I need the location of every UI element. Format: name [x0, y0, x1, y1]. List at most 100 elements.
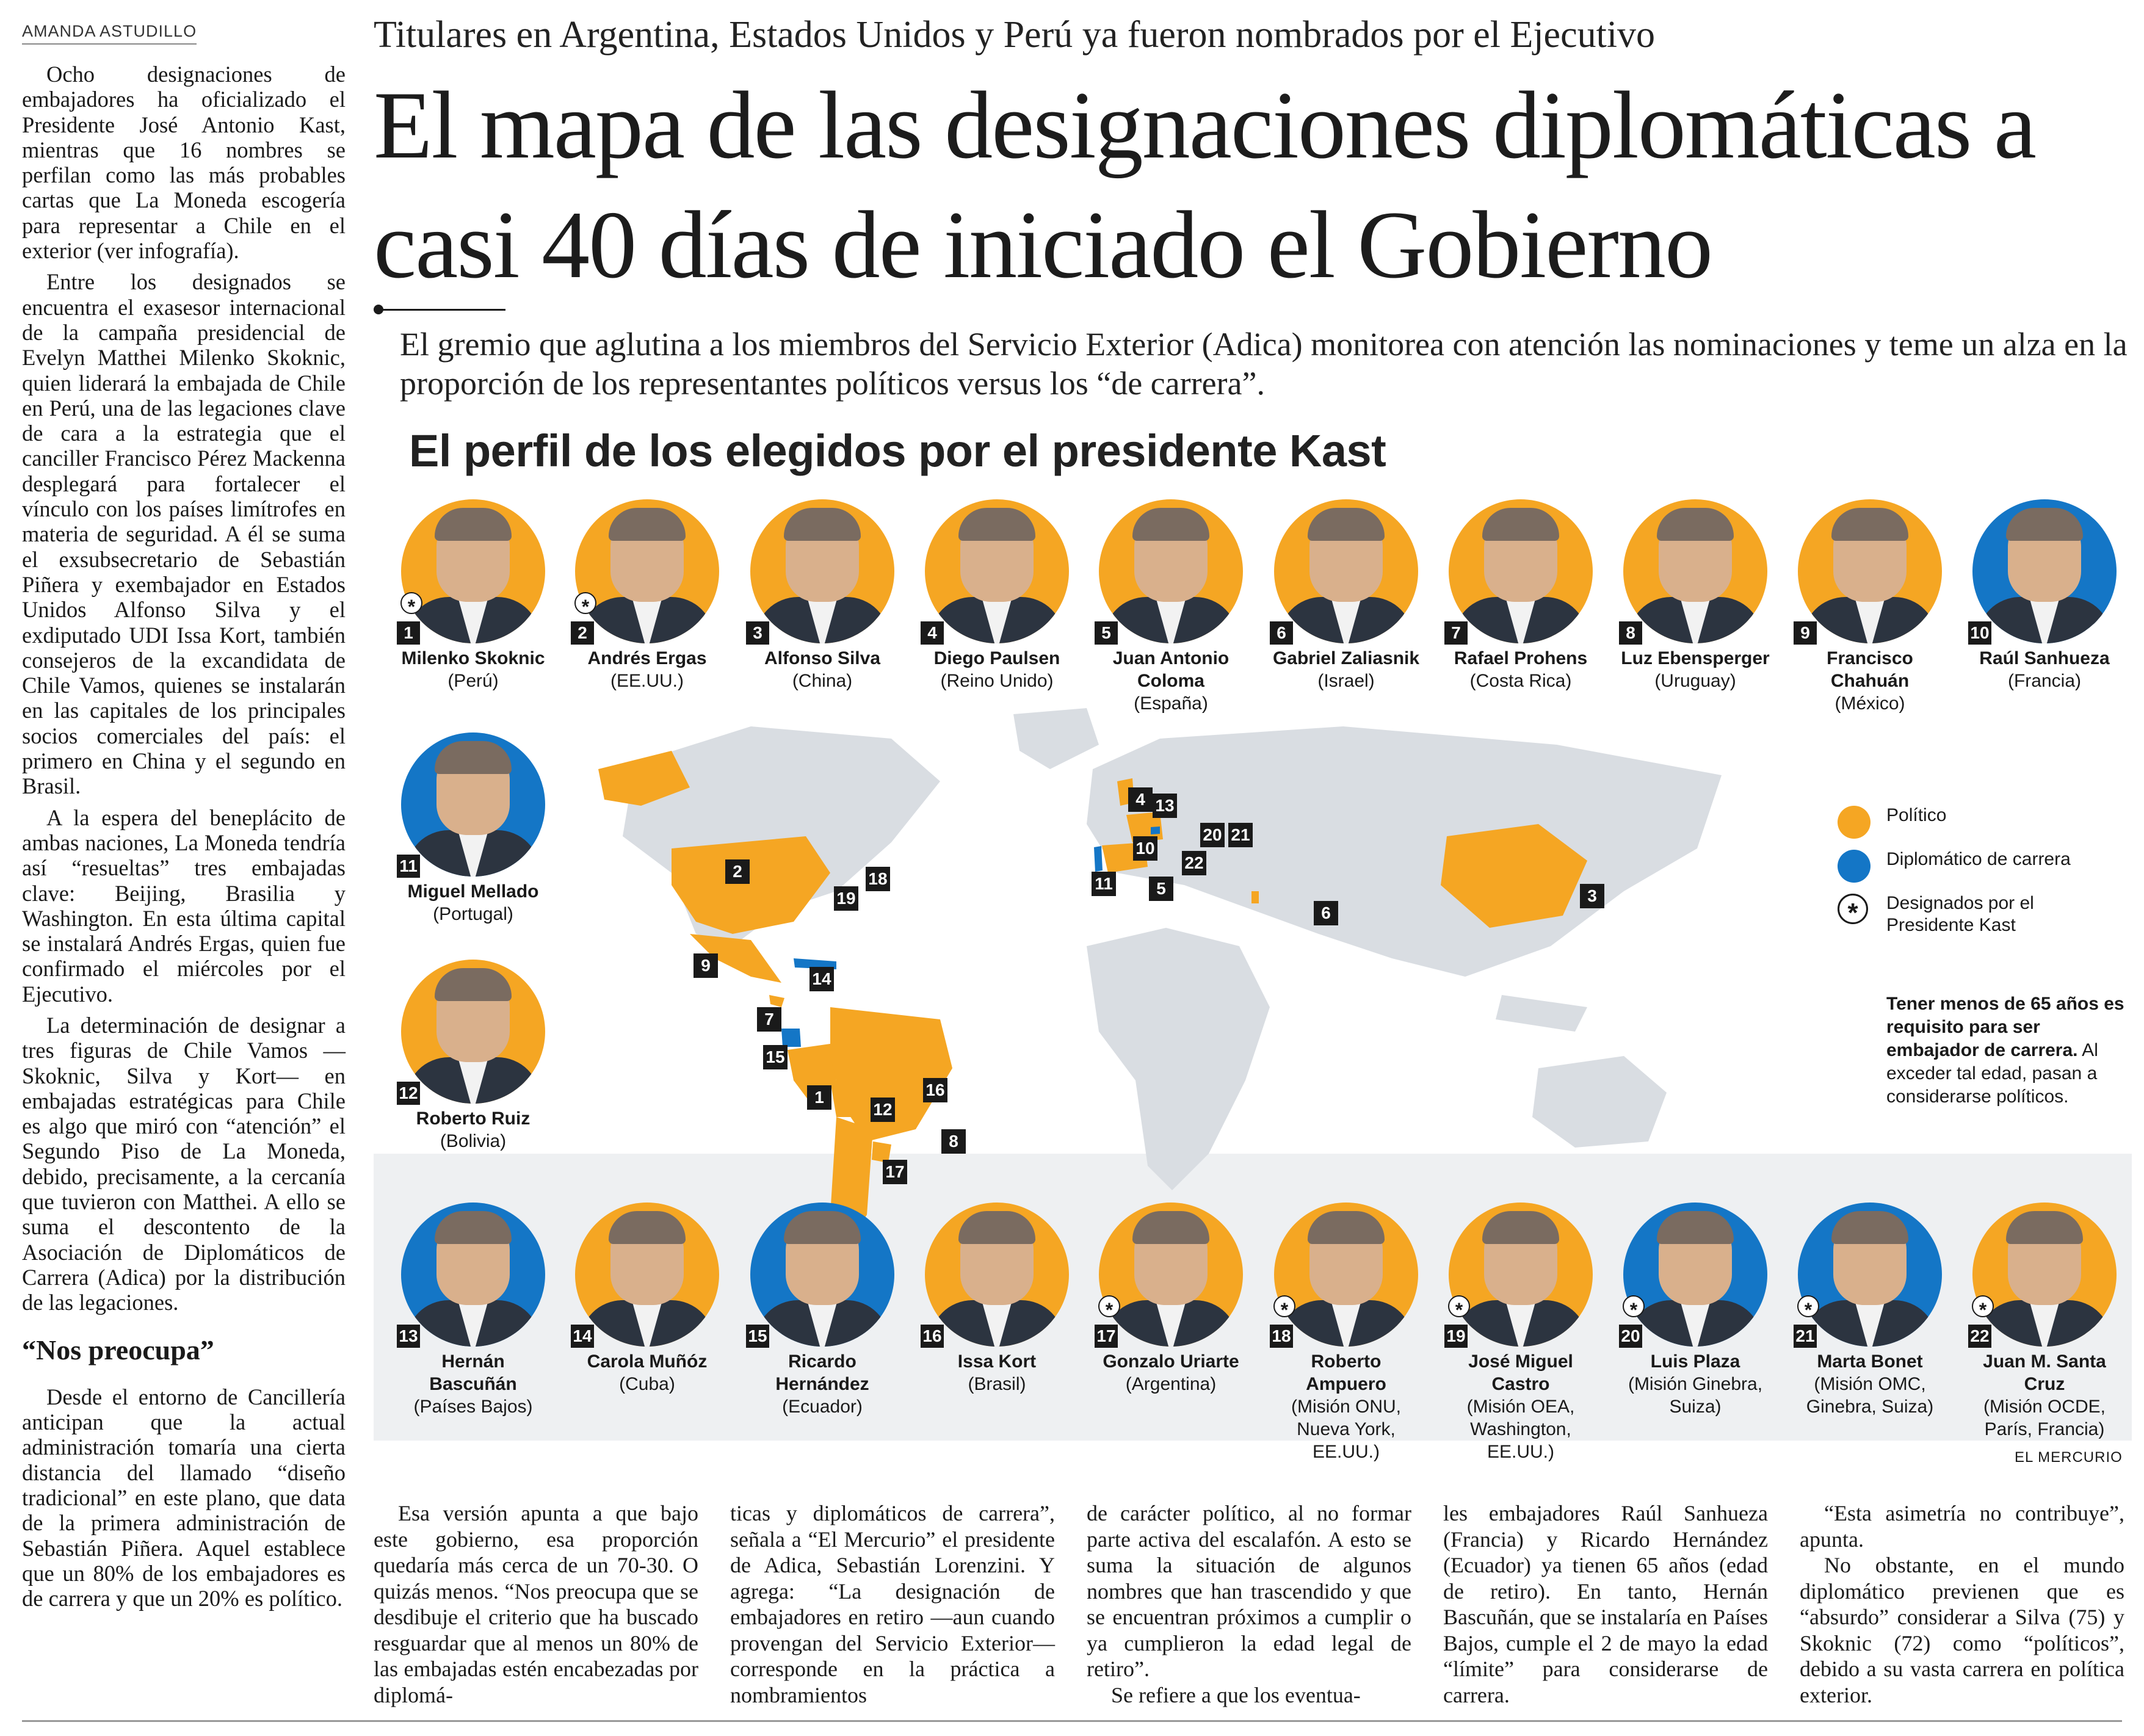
asterisk-icon: *: [1838, 894, 1868, 928]
map-marker-17: 17: [883, 1160, 907, 1184]
person-number: 9: [1794, 621, 1817, 645]
person-number: 14: [571, 1325, 594, 1348]
portrait: [1099, 499, 1243, 643]
asterisk-icon: *: [1098, 1295, 1120, 1321]
person-name: Ricardo Hernández: [775, 1351, 869, 1394]
legend-designado: * Designados por el Presidente Kast: [1838, 892, 2118, 947]
article-column-5: “Esta asimetría no contribuye”, apunta. …: [1800, 1500, 2124, 1708]
person-number: 11: [397, 855, 420, 878]
person-number: 16: [921, 1325, 944, 1348]
asterisk-icon: *: [1273, 1295, 1295, 1321]
map-marker-12: 12: [871, 1098, 895, 1122]
map-marker-9: 9: [694, 953, 718, 978]
map-marker-22: 22: [1182, 851, 1206, 875]
portrait: [1798, 1203, 1942, 1347]
article-column-4: les embajadores Raúl Sanhueza (Francia) …: [1443, 1500, 1768, 1708]
age-note: Tener menos de 65 años es requisito para…: [1886, 993, 2131, 1109]
article-column-3: de carácter político, al no formar parte…: [1087, 1500, 1411, 1708]
person-name: Milenko Skoknic: [401, 648, 545, 668]
map-marker-16: 16: [923, 1078, 947, 1102]
portrait: [1972, 499, 2117, 643]
portrait-hair: [1308, 508, 1385, 541]
person-name: Roberto Ruiz: [416, 1109, 531, 1129]
person-card: 1 * Milenko Skoknic (Perú): [397, 499, 549, 692]
landmass-australia: [1532, 1056, 1667, 1148]
person-card: 20 * Luis Plaza (Misión Ginebra, Suiza): [1619, 1203, 1772, 1418]
portrait-hair: [1308, 1211, 1385, 1244]
paragraph: de carácter político, al no formar parte…: [1087, 1501, 1411, 1681]
portrait-hair: [1657, 1211, 1734, 1244]
person-post: (EE.UU.): [610, 671, 684, 691]
person-post: (Misión OEA, Washington, EE.UU.): [1466, 1397, 1575, 1462]
paragraph: No obstante, en el mundo diplomático pre…: [1800, 1553, 2124, 1707]
paragraph: ticas y diplomáticos de carrera”, señala…: [730, 1501, 1055, 1707]
map-marker-10: 10: [1133, 836, 1157, 861]
portrait: [401, 960, 545, 1104]
portrait-hair: [1132, 1211, 1209, 1244]
person-card: 8 Luz Ebensperger (Uruguay): [1619, 499, 1772, 692]
map-marker-3: 3: [1580, 884, 1604, 908]
person-name: Marta Bonet: [1817, 1351, 1923, 1372]
person-name: Juan M. Santa Cruz: [1983, 1351, 2106, 1394]
paragraph: Esa versión apunta a que bajo este gobie…: [374, 1501, 698, 1707]
person-number: 4: [921, 621, 944, 645]
country-france: [1126, 812, 1163, 842]
person-post: (Misión Ginebra, Suiza): [1628, 1374, 1763, 1417]
person-post: (Israel): [1317, 671, 1375, 691]
portrait-hair: [609, 508, 686, 541]
person-post: (Francia): [2007, 671, 2081, 691]
person-name: Andrés Ergas: [587, 648, 707, 668]
person-number: 8: [1619, 621, 1642, 645]
headline: El mapa de las designaciones diplomática…: [374, 72, 2037, 298]
person-card: 13 Hernán Bascuñán (Países Bajos): [397, 1203, 549, 1418]
person-post: (Países Bajos): [413, 1397, 533, 1417]
country-costa-rica: [769, 995, 784, 1007]
portrait-hair: [1482, 508, 1559, 541]
person-number: 18: [1270, 1325, 1293, 1348]
paragraph: Entre los designados se encuentra el exa…: [22, 269, 346, 799]
asterisk-icon: *: [1972, 1295, 1994, 1321]
person-name: Issa Kort: [957, 1351, 1037, 1372]
person-post: (Bolivia): [440, 1131, 507, 1151]
person-post: (Misión OMC, Ginebra, Suiza): [1806, 1374, 1934, 1417]
person-post: (Reino Unido): [940, 671, 1054, 691]
person-name: Luis Plaza: [1650, 1351, 1740, 1372]
headline-rule: [377, 309, 505, 311]
person-name: Luz Ebensperger: [1621, 648, 1770, 668]
person-card: 9 Francisco Chahuán (México): [1794, 499, 1946, 715]
portrait-hair: [435, 968, 512, 1001]
portrait: [925, 499, 1069, 643]
person-card: 21 * Marta Bonet (Misión OMC, Ginebra, Suiz…: [1794, 1203, 1946, 1418]
person-card: 7 Rafael Prohens (Costa Rica): [1444, 499, 1597, 692]
portrait: [401, 1203, 545, 1347]
person-card: 22 * Juan M. Santa Cruz (Misión OCDE, París…: [1968, 1203, 2121, 1441]
person-card: 11 Miguel Mellado (Portugal): [397, 732, 549, 925]
portrait: [401, 732, 545, 877]
landmass-indonesia: [1496, 995, 1587, 1032]
portrait: [1274, 1203, 1418, 1347]
portrait-hair: [1482, 1211, 1559, 1244]
country-israel: [1251, 891, 1259, 903]
map-marker-13: 13: [1153, 794, 1177, 818]
person-name: Rafael Prohens: [1454, 648, 1588, 668]
portrait: [575, 499, 719, 643]
map-marker-14: 14: [809, 967, 834, 991]
portrait-hair: [784, 508, 861, 541]
legend-label: Diplomático de carrera: [1886, 849, 2071, 869]
portrait: [1623, 1203, 1767, 1347]
person-number: 13: [397, 1325, 420, 1348]
person-post: (México): [1834, 693, 1905, 714]
portrait: [1274, 499, 1418, 643]
person-number: 20: [1619, 1325, 1642, 1348]
person-name: Carola Muñóz: [587, 1351, 708, 1372]
person-post: (Misión OCDE, París, Francia): [1983, 1397, 2106, 1439]
person-number: 17: [1095, 1325, 1118, 1348]
blue-dot-icon: [1838, 850, 1871, 883]
person-name: Francisco Chahuán: [1827, 648, 1913, 691]
portrait-hair: [2006, 508, 2083, 541]
map-marker-2: 2: [725, 859, 750, 884]
person-card: 2 * Andrés Ergas (EE.UU.): [571, 499, 723, 692]
person-name: Juan Antonio Coloma: [1112, 648, 1230, 691]
paragraph: A la espera del beneplácito de ambas nac…: [22, 805, 346, 1007]
person-number: 6: [1270, 621, 1293, 645]
